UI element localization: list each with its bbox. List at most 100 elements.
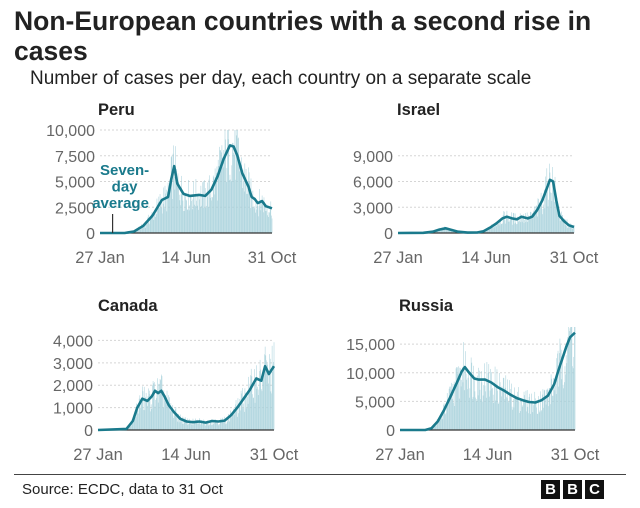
israel-daily-bar — [557, 213, 558, 233]
canada-daily-bar — [235, 404, 236, 430]
peru-y-tick-label: 7,500 — [55, 149, 95, 166]
peru-daily-bar — [238, 156, 240, 233]
russia-daily-bar — [507, 402, 509, 430]
canada-daily-bar — [212, 424, 213, 430]
peru-daily-bar — [140, 229, 142, 233]
canada-daily-bar — [195, 420, 197, 430]
canada-daily-bar — [208, 425, 210, 430]
russia-daily-bar — [535, 398, 536, 430]
israel-daily-bar — [564, 225, 566, 233]
peru-daily-bar — [148, 222, 150, 233]
russia-daily-bar — [507, 379, 508, 430]
russia-daily-bar — [526, 390, 528, 430]
russia-daily-bar — [565, 355, 567, 430]
russia-daily-bar — [502, 389, 503, 430]
russia-daily-bar — [484, 385, 486, 430]
israel-daily-bar — [538, 203, 540, 233]
canada-daily-bar — [164, 400, 166, 430]
peru-daily-bar — [198, 209, 199, 233]
russia-daily-bar — [532, 412, 534, 430]
canada-y-tick-label: 0 — [84, 423, 93, 440]
russia-daily-bar — [564, 366, 566, 430]
canada-daily-bar — [133, 418, 134, 430]
canada-daily-bar — [269, 358, 271, 430]
peru-daily-bar — [224, 156, 225, 233]
peru-daily-bar — [196, 205, 198, 233]
russia-daily-bar — [529, 393, 530, 430]
canada-daily-bar — [176, 414, 177, 430]
canada-daily-bar — [183, 417, 185, 430]
russia-daily-bar — [501, 386, 503, 430]
peru-daily-bar — [236, 135, 238, 233]
israel-daily-bar — [521, 217, 522, 233]
canada-daily-bar — [159, 383, 160, 430]
peru-daily-bar — [233, 153, 234, 233]
russia-daily-bar — [445, 414, 446, 430]
canada-daily-bar — [246, 393, 248, 430]
canada-daily-bar — [255, 365, 257, 430]
peru-daily-bar — [177, 178, 178, 233]
canada-daily-bar — [174, 413, 175, 430]
canada-daily-bar — [199, 419, 201, 430]
russia-daily-bar — [504, 387, 506, 430]
canada-x-tick-label: 31 Oct — [250, 446, 299, 464]
russia-daily-bar — [458, 366, 459, 430]
canada-daily-bar — [130, 424, 131, 430]
israel-daily-bar — [495, 224, 496, 233]
peru-daily-bar — [173, 177, 175, 233]
canada-daily-bar — [157, 402, 159, 430]
israel-daily-bar — [533, 214, 535, 233]
russia-daily-bar — [524, 395, 525, 430]
israel-daily-bar — [571, 224, 572, 233]
russia-daily-bar — [552, 395, 554, 430]
canada-daily-bar — [230, 410, 231, 430]
canada-daily-bar — [237, 398, 239, 430]
peru-daily-bar — [245, 178, 246, 233]
israel-daily-bar — [566, 226, 567, 233]
israel-daily-bar — [520, 222, 522, 233]
canada-daily-bar — [244, 388, 246, 430]
bbc-logo-letter: C — [585, 480, 604, 499]
canada-daily-bar — [174, 409, 176, 430]
russia-daily-bar — [562, 384, 564, 430]
canada-daily-bar — [200, 420, 202, 430]
israel-daily-bar — [509, 220, 511, 233]
canada-daily-bar — [190, 422, 191, 430]
russia-daily-bar — [497, 390, 498, 430]
canada-daily-bar — [222, 417, 224, 430]
canada-daily-bar — [223, 419, 225, 430]
canada-daily-bar — [179, 418, 180, 430]
canada-daily-bar — [171, 410, 173, 430]
russia-daily-bar — [558, 353, 560, 430]
canada-daily-bar — [214, 419, 216, 430]
canada-daily-bar — [227, 418, 229, 430]
russia-daily-bar — [547, 388, 548, 430]
russia-daily-bar — [475, 398, 477, 430]
peru-daily-bar — [248, 172, 250, 233]
russia-daily-bar — [506, 396, 507, 430]
israel-y-tick-label: 3,000 — [353, 200, 393, 217]
russia-x-tick-label: 27 Jan — [375, 446, 425, 464]
canada-daily-bar — [168, 403, 170, 430]
russia-daily-bar — [481, 382, 483, 430]
canada-daily-bar — [249, 383, 251, 430]
canada-daily-bar — [238, 404, 240, 430]
canada-daily-bar — [131, 419, 133, 430]
peru-daily-bar — [231, 165, 233, 233]
israel-daily-bar — [564, 218, 565, 233]
russia-daily-bar — [470, 357, 472, 430]
peru-daily-bar — [237, 130, 238, 233]
canada-daily-bar — [178, 422, 180, 430]
canada-daily-bar — [159, 379, 161, 430]
canada-y-tick-label: 4,000 — [53, 333, 93, 350]
russia-daily-bar — [441, 418, 443, 430]
peru-daily-bar — [159, 207, 160, 233]
peru-daily-bar — [161, 197, 163, 233]
israel-daily-bar — [435, 231, 437, 233]
israel-daily-bar — [507, 221, 509, 233]
peru-daily-bar — [160, 207, 162, 233]
canada-daily-bar — [145, 397, 146, 430]
russia-daily-bar — [541, 410, 542, 430]
russia-daily-bar — [501, 396, 502, 430]
russia-daily-bar — [571, 327, 573, 430]
